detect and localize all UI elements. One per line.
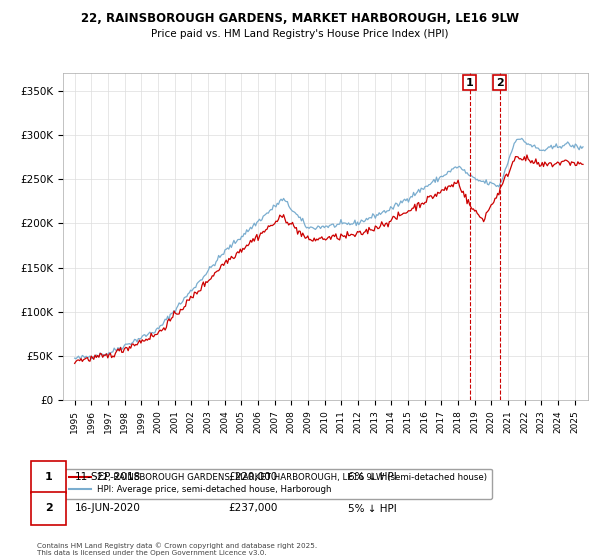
Text: £237,000: £237,000: [228, 503, 277, 514]
Text: 11-SEP-2018: 11-SEP-2018: [75, 472, 141, 482]
Text: 16-JUN-2020: 16-JUN-2020: [75, 503, 141, 514]
Text: 6% ↓ HPI: 6% ↓ HPI: [348, 472, 397, 482]
Text: 2: 2: [496, 78, 503, 88]
Text: Contains HM Land Registry data © Crown copyright and database right 2025.
This d: Contains HM Land Registry data © Crown c…: [37, 542, 317, 556]
Text: Price paid vs. HM Land Registry's House Price Index (HPI): Price paid vs. HM Land Registry's House …: [151, 29, 449, 39]
Text: 5% ↓ HPI: 5% ↓ HPI: [348, 503, 397, 514]
Text: 2: 2: [45, 503, 52, 514]
Text: 1: 1: [466, 78, 473, 88]
Text: 1: 1: [45, 472, 52, 482]
Legend: 22, RAINSBOROUGH GARDENS, MARKET HARBOROUGH, LE16 9LW (semi-detached house), HPI: 22, RAINSBOROUGH GARDENS, MARKET HARBORO…: [65, 469, 492, 498]
Text: £220,000: £220,000: [228, 472, 277, 482]
Text: 22, RAINSBOROUGH GARDENS, MARKET HARBOROUGH, LE16 9LW: 22, RAINSBOROUGH GARDENS, MARKET HARBORO…: [81, 12, 519, 25]
